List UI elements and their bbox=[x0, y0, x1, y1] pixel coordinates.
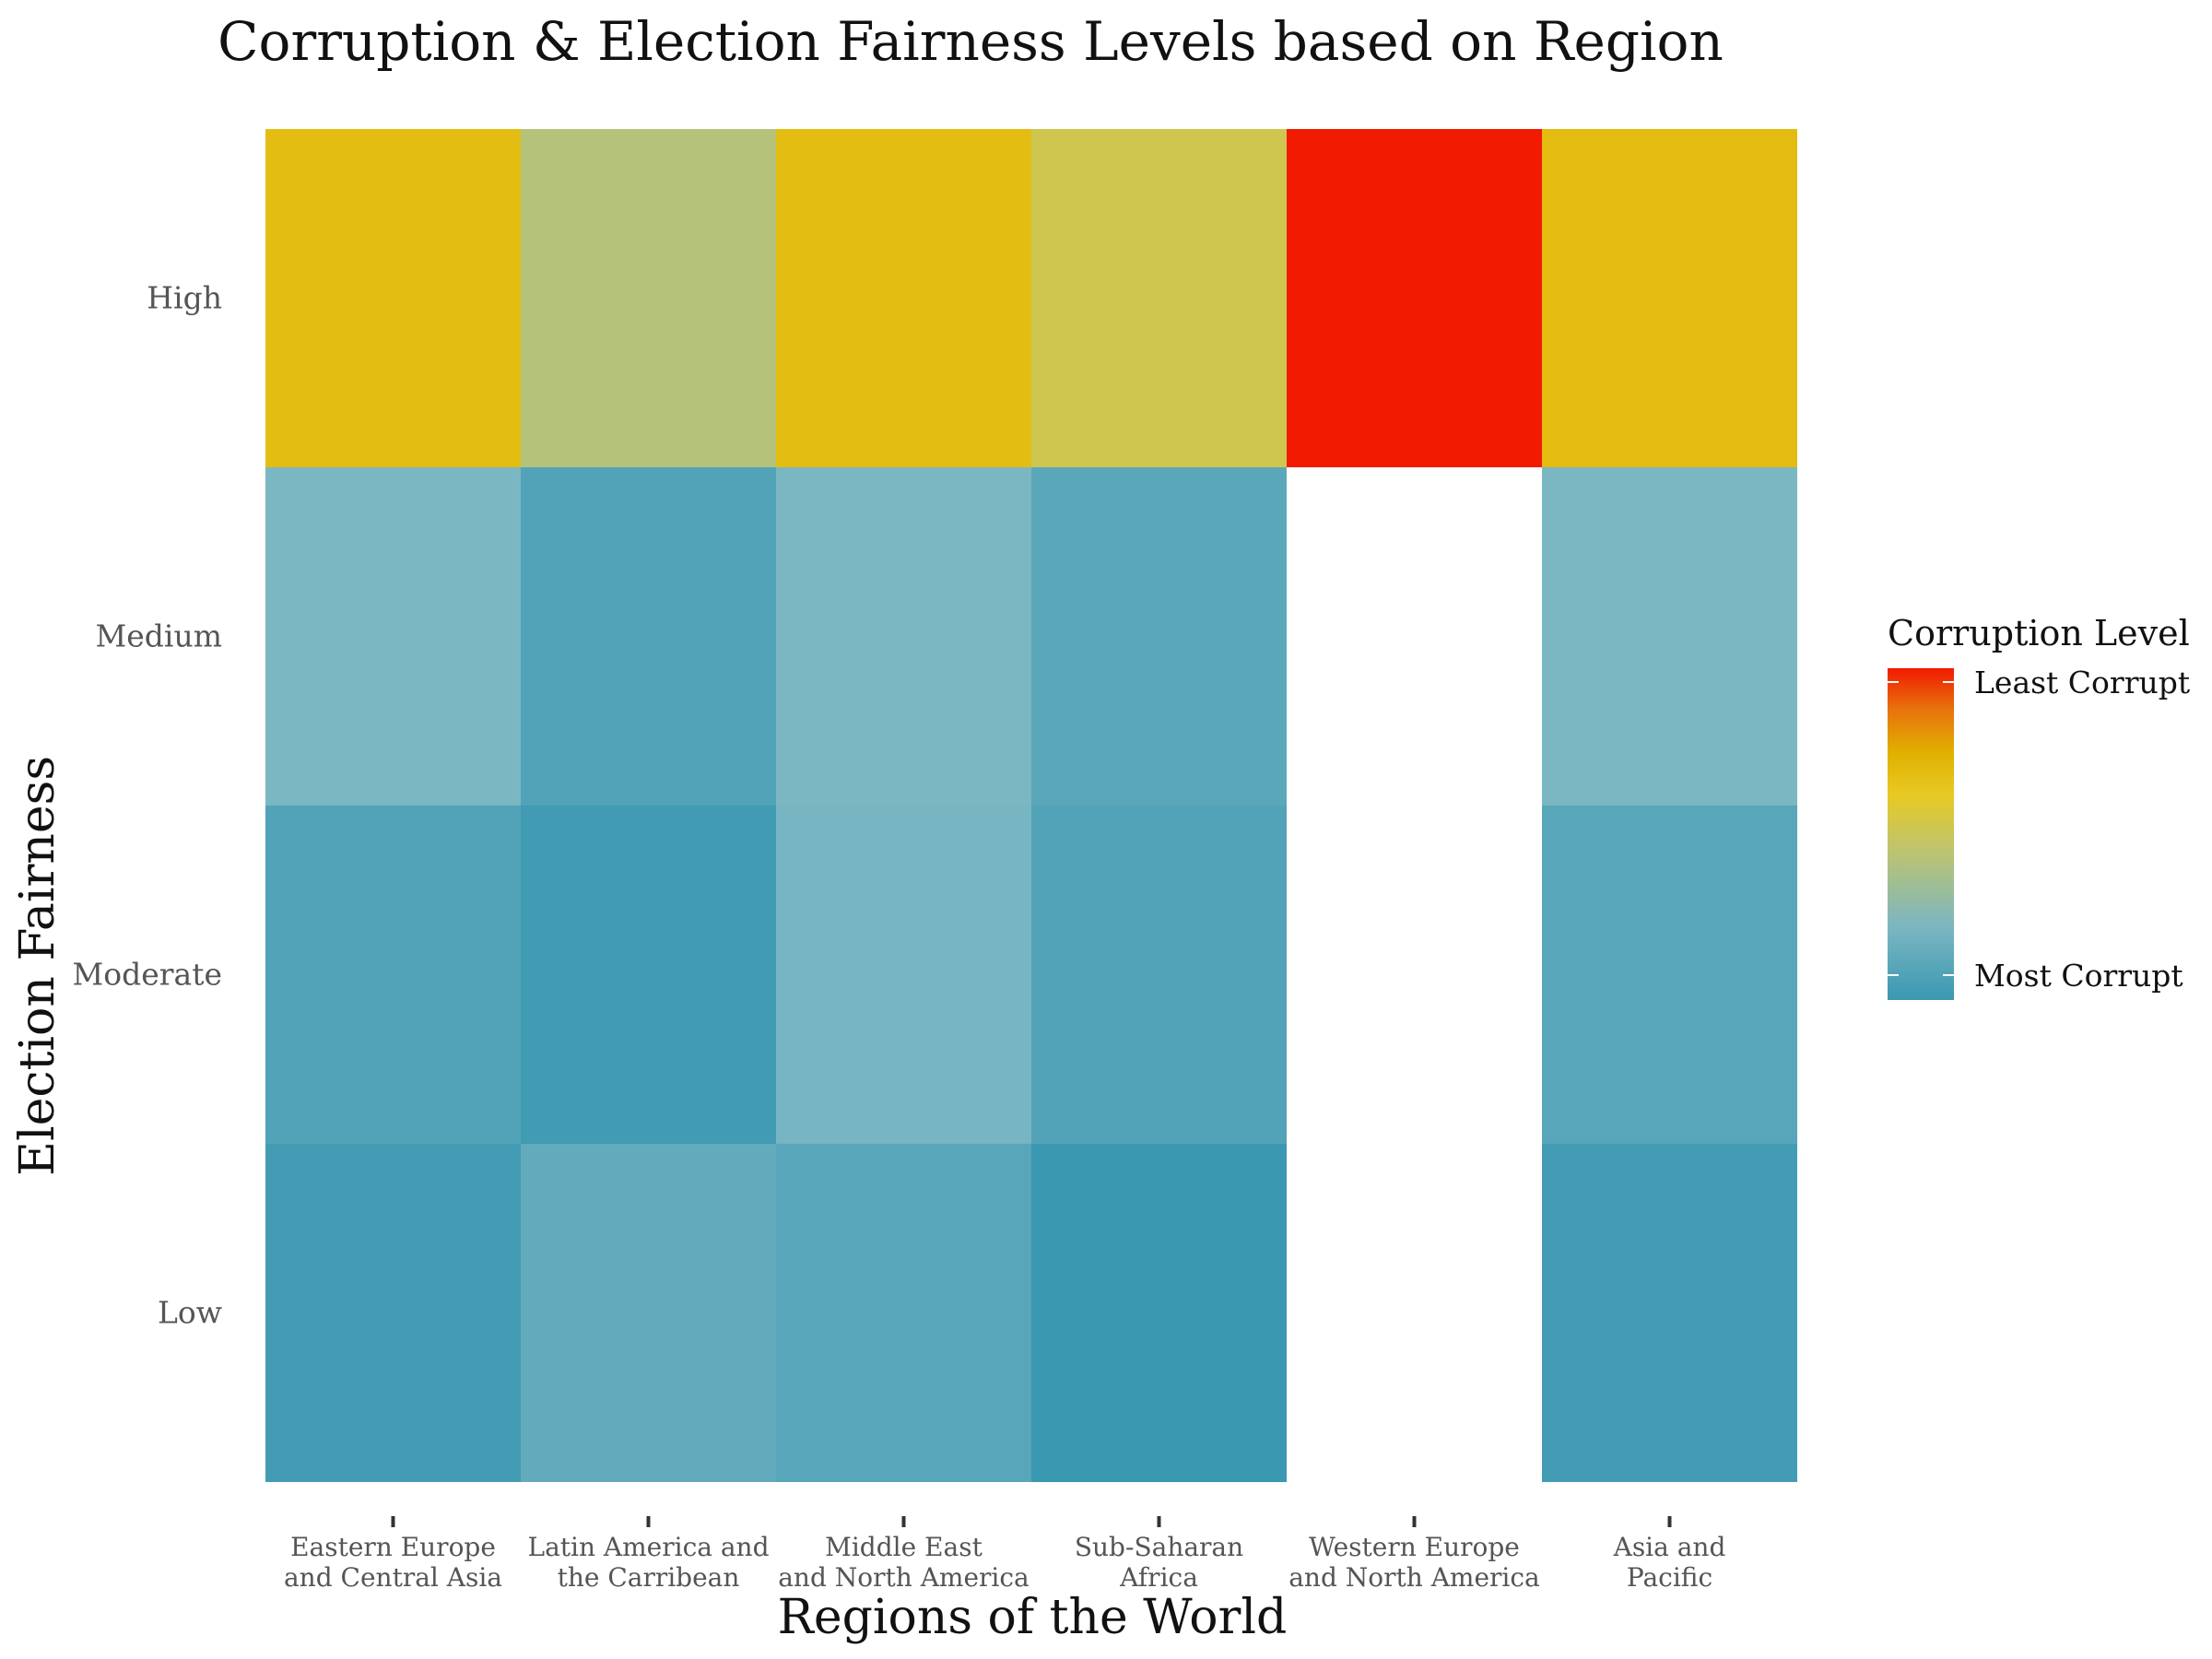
legend-label-least-corrupt: Least Corrupt bbox=[1974, 665, 2190, 700]
heatmap-cell-moderate-2 bbox=[776, 806, 1031, 1144]
heatmap-cell-high-1 bbox=[521, 129, 776, 467]
heatmap-cell-high-5 bbox=[1542, 129, 1797, 467]
y-tick-label-high: High bbox=[147, 280, 222, 316]
heatmap-cell-high-3 bbox=[1031, 129, 1287, 467]
x-tick-label-5: Asia and Pacific bbox=[1613, 1532, 1726, 1593]
heatmap-cell-low-4 bbox=[1287, 1144, 1542, 1482]
x-tick-label-1: Latin America and the Carribean bbox=[527, 1532, 769, 1593]
heatmap-cell-moderate-5 bbox=[1542, 806, 1797, 1144]
chart-title: Corruption & Election Fairness Levels ba… bbox=[218, 10, 1724, 73]
x-axis-title: Regions of the World bbox=[778, 1590, 1288, 1645]
heatmap-cell-medium-4 bbox=[1287, 467, 1542, 806]
heatmap-cell-moderate-0 bbox=[265, 806, 521, 1144]
x-tick-label-3: Sub-Saharan Africa bbox=[1075, 1532, 1243, 1593]
heatmap-cells bbox=[265, 129, 1797, 1482]
heatmap-cell-medium-1 bbox=[521, 467, 776, 806]
x-tick-label-2: Middle East and North America bbox=[778, 1532, 1030, 1593]
heatmap-cell-moderate-4 bbox=[1287, 806, 1542, 1144]
legend-colorbar bbox=[1888, 668, 1954, 1000]
y-axis-title: Election Fairness bbox=[10, 756, 65, 1176]
heatmap-cell-medium-2 bbox=[776, 467, 1031, 806]
x-axis-ticks: Eastern Europe and Central Asia Latin Amer… bbox=[284, 1516, 1725, 1593]
heatmap-cell-low-3 bbox=[1031, 1144, 1287, 1482]
heatmap-cell-medium-5 bbox=[1542, 467, 1797, 806]
legend-label-most-corrupt: Most Corrupt bbox=[1974, 958, 2183, 994]
heatmap-cell-low-1 bbox=[521, 1144, 776, 1482]
heatmap-cell-medium-3 bbox=[1031, 467, 1287, 806]
y-axis-ticks: High Medium Moderate Low bbox=[72, 280, 222, 1331]
legend: Corruption Level Least Corrupt Most Corr… bbox=[1888, 613, 2190, 1000]
heatmap-cell-moderate-3 bbox=[1031, 806, 1287, 1144]
heatmap-cell-low-5 bbox=[1542, 1144, 1797, 1482]
heatmap-cell-high-2 bbox=[776, 129, 1031, 467]
legend-title: Corruption Level bbox=[1888, 613, 2190, 653]
heatmap-cell-high-0 bbox=[265, 129, 521, 467]
x-tick-label-4: Western Europe and North America bbox=[1288, 1532, 1540, 1593]
x-tick-label-0: Eastern Europe and Central Asia bbox=[284, 1532, 502, 1593]
y-tick-label-low: Low bbox=[158, 1295, 222, 1331]
heatmap-cell-low-0 bbox=[265, 1144, 521, 1482]
heatmap-cell-low-2 bbox=[776, 1144, 1031, 1482]
heatmap-cell-high-4 bbox=[1287, 129, 1542, 467]
heatmap-cell-moderate-1 bbox=[521, 806, 776, 1144]
heatmap-cell-medium-0 bbox=[265, 467, 521, 806]
y-tick-label-moderate: Moderate bbox=[72, 957, 222, 993]
y-tick-label-medium: Medium bbox=[95, 618, 222, 654]
